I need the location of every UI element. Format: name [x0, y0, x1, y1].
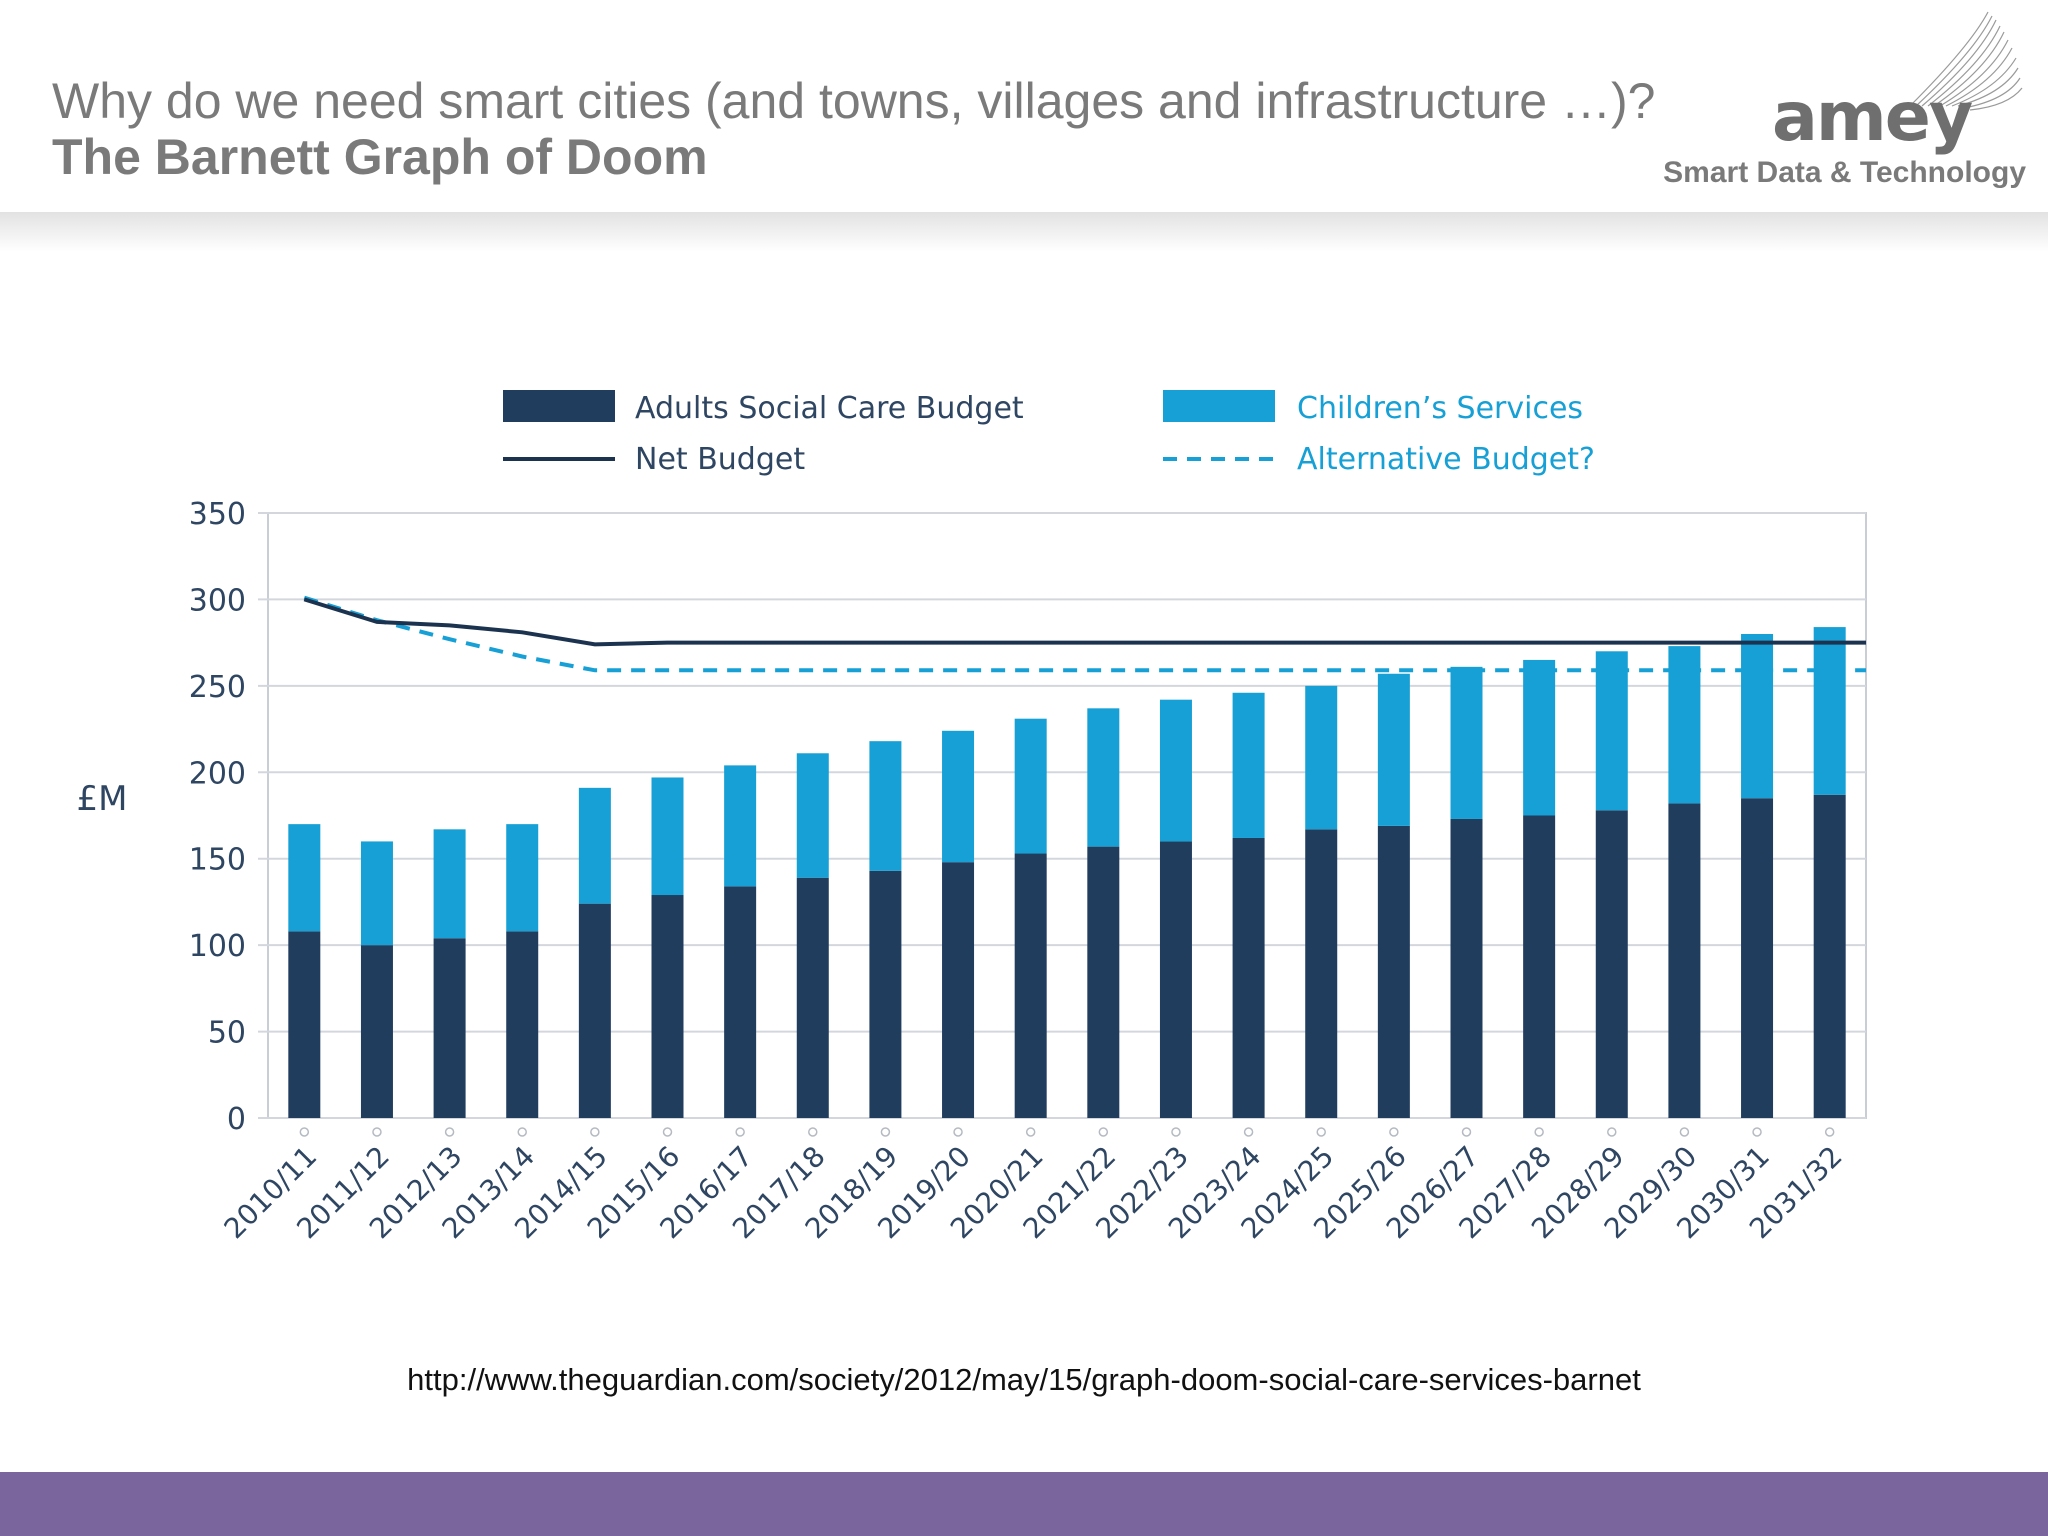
slide-title: Why do we need smart cities (and towns, …: [52, 73, 1656, 129]
y-tick-label: 250: [189, 670, 246, 705]
header-shadow: [0, 212, 2048, 252]
bar-children: [433, 829, 466, 939]
bar-adults: [288, 931, 321, 1118]
x-tick-mark: [1461, 1127, 1472, 1137]
bar-children: [1595, 651, 1628, 811]
legend-swatch-children: [1163, 390, 1275, 422]
y-tick-label: 350: [189, 497, 246, 532]
net-budget-line: [303, 597, 1866, 647]
x-tick-mark: [1171, 1127, 1181, 1137]
bar-children: [1377, 673, 1410, 826]
bar-children: [1450, 666, 1483, 819]
bar-adults: [942, 862, 975, 1118]
y-tick-label: 300: [189, 583, 246, 618]
bar-children: [1305, 685, 1338, 830]
bar-children: [942, 730, 975, 863]
bar-adults: [1014, 853, 1047, 1118]
x-tick-mark: [1607, 1127, 1617, 1137]
x-tick-mark: [1824, 1127, 1835, 1137]
x-tick-mark: [1025, 1127, 1036, 1137]
chart-legend: Adults Social Care Budget Net Budget Chi…: [503, 390, 1595, 477]
bar-adults: [1305, 829, 1338, 1118]
y-tick-label: 50: [208, 1016, 246, 1051]
bar-adults: [433, 938, 466, 1118]
y-tick-label: 100: [189, 929, 246, 964]
bar-adults: [1668, 803, 1701, 1118]
bar-adults: [1813, 794, 1846, 1118]
alternative-budget-line: [303, 595, 1866, 673]
bar-adults: [506, 931, 539, 1118]
footer-bar: [0, 1472, 2048, 1536]
bar-children: [1523, 659, 1556, 816]
bar-adults: [1377, 825, 1410, 1118]
bar-adults: [1595, 810, 1628, 1118]
x-tick-mark: [372, 1127, 382, 1137]
x-tick-mark: [1243, 1127, 1254, 1137]
bar-children: [724, 765, 757, 887]
bar-adults: [1741, 798, 1774, 1118]
bar-children: [288, 824, 321, 932]
bar-children: [1014, 718, 1047, 854]
bar-adults: [360, 945, 393, 1118]
amey-swoosh-icon: [1909, 11, 2023, 111]
bar-adults: [651, 895, 684, 1118]
bar-children: [651, 777, 684, 896]
bar-children: [1159, 699, 1192, 842]
legend-label-adults: Adults Social Care Budget: [635, 391, 1024, 426]
bar-children: [1668, 646, 1701, 804]
amey-logo: amey: [1772, 78, 1973, 157]
bar-children: [869, 741, 902, 871]
bar-adults: [724, 886, 757, 1118]
bar-children: [1087, 708, 1120, 847]
y-tick-label: 150: [189, 843, 246, 878]
x-tick-mark: [1534, 1127, 1544, 1137]
y-axis-label: £M: [77, 779, 128, 819]
budget-chart: Adults Social Care Budget Net Budget Chi…: [77, 390, 1867, 1245]
bar-children: [578, 787, 611, 904]
x-tick-mark: [808, 1127, 818, 1137]
x-tick-mark: [735, 1127, 745, 1137]
bar-children: [506, 824, 539, 932]
x-tick-mark: [299, 1127, 310, 1137]
bar-adults: [1523, 815, 1556, 1118]
slide-subtitle: The Barnett Graph of Doom: [52, 129, 708, 185]
bar-adults: [1450, 818, 1483, 1118]
legend-label-alternative: Alternative Budget?: [1297, 442, 1595, 477]
x-tick-mark: [662, 1127, 673, 1137]
bar-adults: [1232, 837, 1265, 1118]
x-tick-mark: [1389, 1127, 1399, 1137]
bar-adults: [796, 877, 829, 1118]
slide-header: Why do we need smart cities (and towns, …: [0, 0, 2048, 218]
x-tick-mark: [1679, 1127, 1690, 1137]
x-tick-mark: [880, 1127, 891, 1137]
x-tick-mark: [953, 1127, 963, 1137]
x-tick-mark: [444, 1127, 455, 1137]
legend-swatch-adults: [503, 390, 615, 422]
bar-children: [1813, 627, 1846, 795]
bar-children: [796, 753, 829, 878]
x-tick-mark: [590, 1127, 600, 1137]
bar-adults: [869, 870, 902, 1118]
legend-label-children: Children’s Services: [1297, 391, 1583, 426]
y-tick-label: 200: [189, 756, 246, 791]
bar-adults: [578, 903, 611, 1118]
source-link[interactable]: http://www.theguardian.com/society/2012/…: [407, 1362, 1641, 1397]
bar-children: [1232, 692, 1265, 838]
x-tick-mark: [1098, 1127, 1109, 1137]
bar-children: [1741, 634, 1774, 799]
bar-adults: [1159, 841, 1192, 1118]
legend-label-net: Net Budget: [635, 442, 805, 477]
y-tick-label: 0: [227, 1102, 246, 1137]
bar-adults: [1087, 846, 1120, 1118]
bar-children: [360, 841, 393, 946]
x-tick-mark: [1752, 1127, 1762, 1137]
x-tick-mark: [1316, 1127, 1326, 1137]
logo-tagline: Smart Data & Technology: [1663, 156, 2026, 189]
x-tick-mark: [517, 1127, 527, 1137]
